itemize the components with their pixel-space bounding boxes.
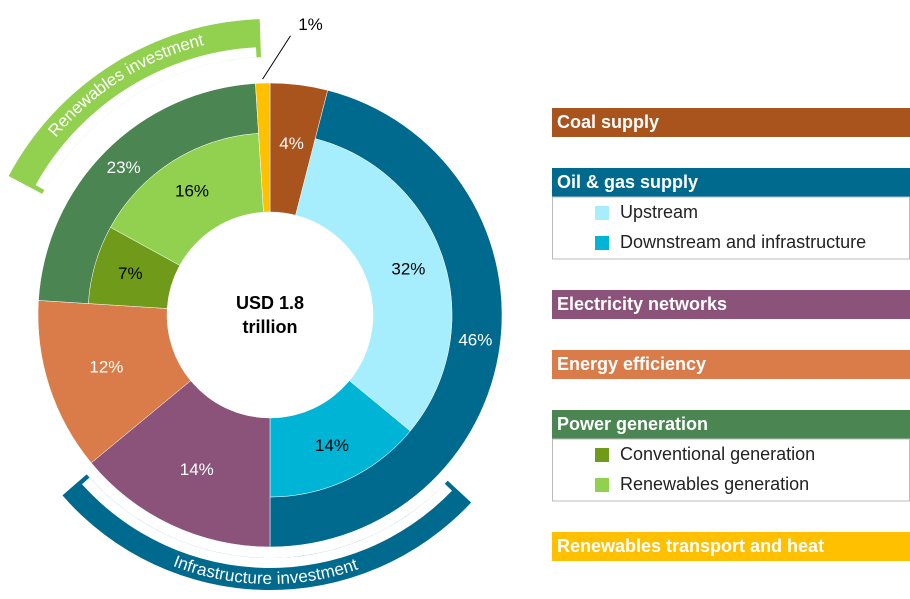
leader-line [262,35,291,80]
value-label: 23% [107,158,141,177]
center-label: trillion [243,317,298,337]
legend-label: Conventional generation [620,444,815,464]
value-label: 46% [458,330,492,349]
value-label: 12% [89,358,123,377]
legend-swatch [595,448,609,462]
legend-header [552,350,910,379]
legend-header [552,532,910,561]
legend-label: Renewables generation [620,474,809,494]
value-label: 14% [180,460,214,479]
legend-swatch [595,478,609,492]
value-label: 7% [118,264,143,283]
legend-header [552,410,910,439]
donut-segment [295,138,453,432]
legend-label: Renewables transport and heat [557,536,824,556]
legend-swatch [595,206,609,220]
donut-segment [255,82,271,213]
value-label: 16% [175,182,209,201]
legend-box [552,196,910,260]
value-label: 14% [315,436,349,455]
legend-label: Energy efficiency [557,354,706,374]
legend-header [552,108,910,137]
legend-header [552,290,910,319]
donut-segment [90,380,271,548]
legend-label: Oil & gas supply [557,172,698,192]
legend-box [552,438,910,502]
band [62,474,472,590]
band-inner [81,477,452,568]
center-label: USD 1.8 [236,293,304,313]
legend-label: Power generation [557,414,708,434]
value-label: 32% [391,260,425,279]
legend-label: Downstream and infrastructure [620,232,866,252]
legend-swatch [595,236,609,250]
legend-label: Electricity networks [557,294,727,314]
legend-header [552,168,910,197]
value-label: 4% [279,134,304,153]
legend-label: Coal supply [557,112,659,132]
value-label: 1% [298,15,323,34]
legend-label: Upstream [620,202,698,222]
